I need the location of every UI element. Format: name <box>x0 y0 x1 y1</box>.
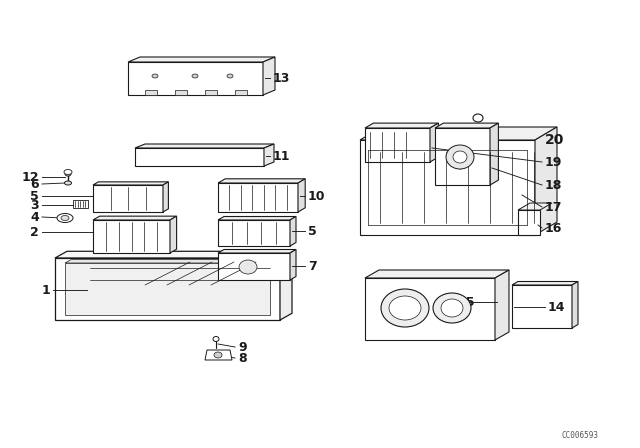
Polygon shape <box>93 216 177 220</box>
Ellipse shape <box>227 74 233 78</box>
Polygon shape <box>518 203 552 210</box>
Ellipse shape <box>61 215 69 220</box>
Ellipse shape <box>473 114 483 122</box>
Polygon shape <box>280 251 292 320</box>
Polygon shape <box>145 90 157 95</box>
Text: 13: 13 <box>273 72 291 85</box>
Polygon shape <box>218 253 290 280</box>
Text: 14: 14 <box>548 301 566 314</box>
Polygon shape <box>128 57 275 62</box>
Polygon shape <box>235 90 247 95</box>
Ellipse shape <box>65 172 71 176</box>
Ellipse shape <box>453 151 467 163</box>
Polygon shape <box>65 263 270 315</box>
Text: 7: 7 <box>308 259 317 272</box>
Ellipse shape <box>441 299 463 317</box>
Polygon shape <box>365 270 509 278</box>
Ellipse shape <box>57 214 73 223</box>
Polygon shape <box>290 216 296 246</box>
Ellipse shape <box>64 169 72 175</box>
Ellipse shape <box>192 74 198 78</box>
Polygon shape <box>218 216 296 220</box>
Ellipse shape <box>389 296 421 320</box>
Polygon shape <box>435 128 490 185</box>
Polygon shape <box>218 220 290 246</box>
Text: 16: 16 <box>545 221 563 234</box>
Ellipse shape <box>213 336 219 341</box>
Polygon shape <box>518 210 540 235</box>
Text: 8: 8 <box>238 352 246 365</box>
Polygon shape <box>512 281 578 285</box>
Text: 15: 15 <box>458 296 476 309</box>
Polygon shape <box>360 140 535 235</box>
Ellipse shape <box>152 74 158 78</box>
Polygon shape <box>65 260 276 263</box>
Polygon shape <box>435 123 499 128</box>
Text: 12: 12 <box>22 171 39 184</box>
Text: 5: 5 <box>308 224 317 237</box>
Polygon shape <box>298 179 305 212</box>
Ellipse shape <box>433 293 471 323</box>
Text: 9: 9 <box>238 340 246 353</box>
Text: 17: 17 <box>545 201 563 214</box>
Text: 11: 11 <box>273 150 291 163</box>
Polygon shape <box>490 123 499 185</box>
Text: 2: 2 <box>30 225 39 238</box>
Polygon shape <box>163 182 168 212</box>
Ellipse shape <box>446 145 474 169</box>
Text: 5: 5 <box>30 190 39 202</box>
Polygon shape <box>535 127 557 235</box>
Polygon shape <box>264 144 274 166</box>
Text: 3: 3 <box>30 198 39 211</box>
Text: CC006593: CC006593 <box>561 431 598 440</box>
Text: 18: 18 <box>545 178 563 191</box>
Text: 20: 20 <box>545 133 564 147</box>
Polygon shape <box>218 250 296 253</box>
Polygon shape <box>263 57 275 95</box>
Ellipse shape <box>381 289 429 327</box>
Polygon shape <box>430 123 438 162</box>
Text: 19: 19 <box>545 155 563 168</box>
Text: 1: 1 <box>41 284 50 297</box>
Polygon shape <box>205 90 217 95</box>
Polygon shape <box>135 144 274 148</box>
Polygon shape <box>365 128 430 162</box>
Text: 4: 4 <box>30 211 39 224</box>
Polygon shape <box>218 179 305 183</box>
Polygon shape <box>135 148 264 166</box>
Text: 10: 10 <box>308 190 326 202</box>
Polygon shape <box>93 185 163 212</box>
Ellipse shape <box>239 260 257 274</box>
Polygon shape <box>93 182 168 185</box>
Polygon shape <box>73 200 88 208</box>
Polygon shape <box>365 123 438 128</box>
Polygon shape <box>218 183 298 212</box>
Polygon shape <box>290 250 296 280</box>
Polygon shape <box>55 251 292 258</box>
Text: 6: 6 <box>30 177 39 190</box>
Polygon shape <box>93 220 170 253</box>
Polygon shape <box>128 62 263 95</box>
Polygon shape <box>360 127 557 140</box>
Polygon shape <box>205 350 232 360</box>
Polygon shape <box>175 90 187 95</box>
Polygon shape <box>55 258 280 320</box>
Polygon shape <box>495 270 509 340</box>
Polygon shape <box>572 281 578 328</box>
Polygon shape <box>512 285 572 328</box>
Polygon shape <box>365 278 495 340</box>
Polygon shape <box>170 216 177 253</box>
Ellipse shape <box>214 352 222 358</box>
Ellipse shape <box>65 181 72 185</box>
